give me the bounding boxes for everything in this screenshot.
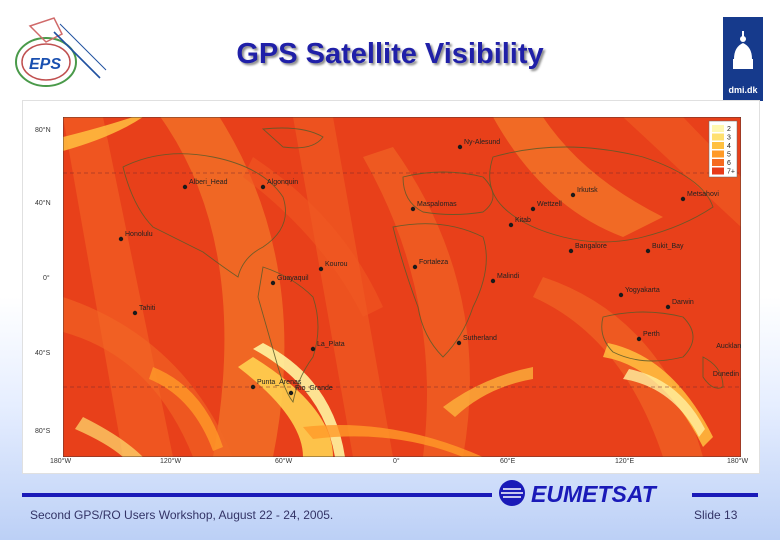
x-tick-120e: 120°E (615, 458, 635, 465)
y-tick-80s: 80°S (35, 428, 51, 435)
station-marker (412, 264, 418, 270)
legend-swatch (712, 125, 724, 132)
legend-label: 4 (727, 143, 731, 150)
station-label: Metsahovi (687, 191, 719, 198)
station-marker (250, 384, 256, 390)
station-label: La_Plata (317, 341, 345, 348)
x-tick-180w: 180°W (50, 458, 72, 465)
station-marker (118, 236, 124, 242)
station-label: Bangalore (575, 243, 607, 250)
legend-swatch (712, 150, 724, 158)
station-label: Dunedin (713, 371, 739, 378)
station-label: Tahiti (139, 305, 156, 312)
eps-logo: EPS (15, 17, 107, 87)
station-label: Malindi (497, 273, 520, 280)
slide-title: GPS Satellite Visibility (236, 38, 544, 70)
x-tick-120w: 120°W (160, 458, 182, 465)
station-marker (457, 144, 463, 150)
station-label: Bukit_Bay (652, 243, 684, 250)
station-marker (570, 192, 576, 198)
eumetsat-logo: EUMETSAT (499, 480, 658, 507)
station-marker (310, 346, 316, 352)
station-label: Auckland (716, 343, 741, 350)
visibility-map: 2 34 56 7+ Alberi_Head Algonquin Ny-Alesund Me… (63, 117, 741, 457)
legend-swatch (712, 133, 724, 141)
eps-logo-text: EPS (29, 56, 61, 73)
station-marker (410, 206, 416, 212)
station-label: Perth (643, 331, 660, 338)
station-marker (680, 196, 686, 202)
station-label: Alberi_Head (189, 179, 228, 186)
station-label: Yogyakarta (625, 287, 660, 294)
station-label: Wettzell (537, 201, 562, 208)
legend-label: 2 (727, 126, 731, 133)
legend-label: 3 (727, 135, 731, 142)
footer-bar-right (692, 493, 758, 497)
legend-swatch (712, 159, 724, 166)
legend-label: 5 (727, 152, 731, 159)
station-label: Maspalomas (417, 201, 457, 208)
station-marker (456, 340, 462, 346)
station-marker (132, 310, 138, 316)
dmi-logo: dmi.dk (723, 17, 763, 101)
x-tick-60e: 60°E (500, 458, 516, 465)
station-label: Punta_Arenas (257, 379, 302, 386)
station-label: Irkutsk (577, 187, 598, 194)
station-label: Darwin (672, 299, 694, 306)
x-tick-0: 0° (393, 458, 400, 465)
station-label: Kitab (515, 217, 531, 224)
station-label: Sutherland (463, 335, 497, 342)
x-tick-60w: 60°W (275, 458, 293, 465)
dmi-logo-text: dmi.dk (728, 85, 758, 95)
footer-bar-left (22, 493, 492, 497)
station-label: Fortaleza (419, 259, 448, 266)
station-marker (665, 304, 671, 310)
station-marker (318, 266, 324, 272)
station-marker (260, 184, 266, 190)
station-marker (508, 222, 514, 228)
station-label: Guayaquil (277, 275, 309, 282)
station-marker (618, 292, 624, 298)
station-marker (645, 248, 651, 254)
y-tick-40n: 40°N (35, 200, 51, 207)
station-markers: Alberi_Head Algonquin Ny-Alesund Metsahovi W… (118, 139, 741, 396)
y-tick-0: 0° (43, 275, 50, 282)
visibility-map-figure: 80°N 40°N 0° 40°S 80°S 180°W 120°W 60°W … (22, 100, 760, 474)
x-tick-180w-right: 180°W (727, 458, 749, 465)
y-tick-80n: 80°N (35, 127, 51, 134)
station-marker (568, 248, 574, 254)
station-marker (270, 280, 276, 286)
station-label: Honolulu (125, 231, 153, 238)
legend-swatch (712, 142, 724, 149)
station-marker (530, 206, 536, 212)
station-label: Ny-Alesund (464, 139, 500, 146)
station-marker (288, 390, 294, 396)
station-label: Rio_Grande (295, 385, 333, 392)
station-marker (636, 336, 642, 342)
y-tick-40s: 40°S (35, 350, 51, 357)
footer-workshop-text: Second GPS/RO Users Workshop, August 22 … (30, 508, 334, 522)
legend-swatch (712, 167, 724, 175)
map-legend: 2 34 56 7+ (708, 120, 738, 178)
station-label: Kourou (325, 261, 348, 268)
coastlines (122, 127, 724, 404)
station-label: Algonquin (267, 179, 298, 186)
legend-label: 6 (727, 160, 731, 167)
eumetsat-logo-text: EUMETSAT (531, 481, 658, 507)
station-marker (182, 184, 188, 190)
slide-number: Slide 13 (694, 508, 738, 522)
legend-label: 7+ (727, 169, 735, 176)
station-marker (490, 278, 496, 284)
